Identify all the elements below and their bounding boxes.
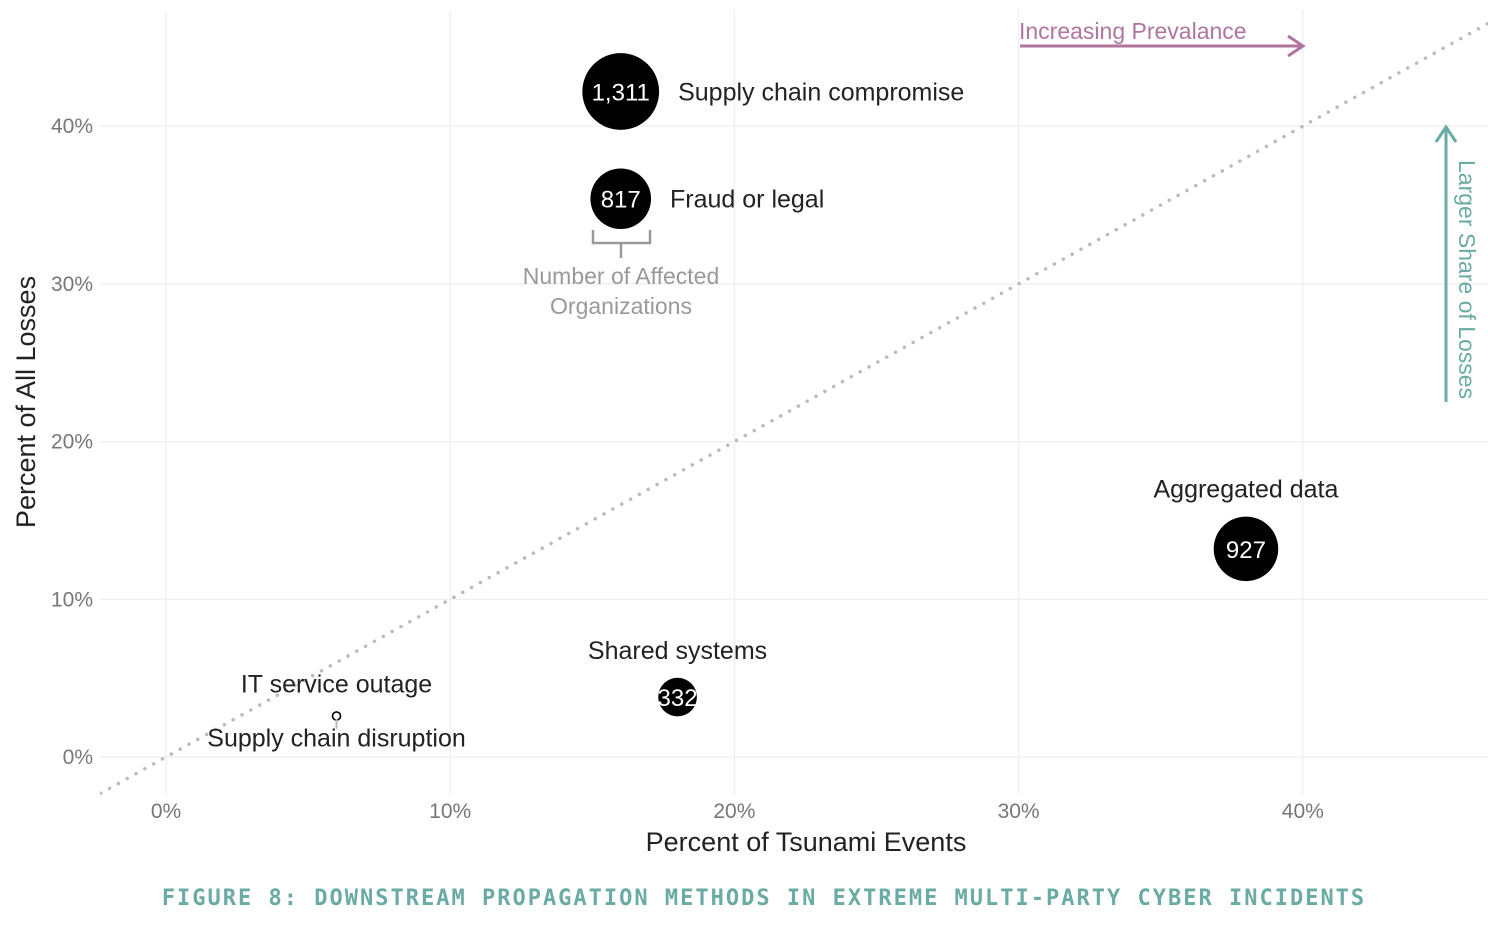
data-point-bubble (590, 168, 652, 230)
x-tick-label: 10% (429, 800, 471, 823)
y-axis-title: Percent of All Losses (11, 276, 41, 528)
bubble-chart: 0% 10% 20% 30% 40% 0% 10% 20% 30% 40% Percent of… (11, 10, 1488, 857)
x-axis-title: Percent of Tsunami Events (646, 827, 967, 857)
y-tick-label: 40% (51, 115, 93, 138)
data-point-size-label: 1,311 (592, 80, 650, 107)
up-arrow-head-icon (1434, 124, 1458, 143)
y-tick-label: 0% (63, 746, 93, 769)
x-tick-label: 20% (713, 800, 755, 823)
data-point-bubble (582, 53, 660, 130)
size-legend-bracket (591, 230, 652, 245)
data-point-bubble (658, 677, 697, 717)
x-tick-label: 0% (151, 800, 181, 823)
data-point-label: Supply chain compromise (678, 79, 964, 107)
figure-caption: FIGURE 8: DOWNSTREAM PROPAGATION METHODS… (161, 886, 1367, 911)
data-point-label: Aggregated data (1154, 476, 1339, 504)
y-tick-label: 20% (51, 431, 93, 454)
data-point-label: Shared systems (588, 637, 767, 665)
data-point-bubble (332, 711, 341, 720)
increasing-prevalence-annotation: Increasing Prevalance (1019, 18, 1306, 58)
increasing-prevalence-label: Increasing Prevalance (1019, 18, 1247, 44)
x-tick-label: 40% (1282, 800, 1324, 823)
data-point-bubble (1213, 516, 1279, 582)
data-point-label: IT service outage (241, 670, 432, 698)
data-point-size-label: 927 (1226, 537, 1266, 564)
x-tick-label: 30% (998, 800, 1040, 823)
data-point-label: Supply chain disruption (207, 725, 466, 753)
size-legend-label-line-1: Number of Affected (523, 263, 719, 289)
right-arrow-head-icon (1287, 34, 1306, 58)
larger-share-label: Larger Share of Losses (1454, 160, 1480, 399)
y-tick-label: 30% (51, 273, 93, 296)
data-point-label: Fraud or legal (670, 186, 824, 214)
grid-lines (100, 10, 1488, 795)
y-axis-ticks: 0% 10% 20% 30% 40% (51, 115, 93, 769)
x-axis-ticks: 0% 10% 20% 30% 40% (151, 800, 1324, 823)
larger-share-annotation: Larger Share of Losses (1434, 124, 1480, 402)
data-points: 1,311 Supply chain compromise 817 Fraud or … (207, 53, 1338, 753)
size-legend-label-line-2: Organizations (550, 293, 692, 319)
data-point-size-label: 332 (658, 685, 698, 712)
y-tick-label: 10% (51, 588, 93, 611)
data-point-size-label: 817 (601, 187, 641, 214)
size-legend: Number of Affected Organizations (523, 230, 719, 319)
